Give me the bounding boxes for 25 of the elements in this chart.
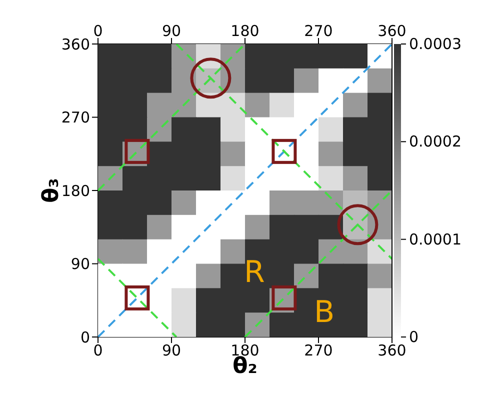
y-tick-label: 180 [61, 182, 90, 200]
color-bar-label: 0.0002 [409, 132, 462, 151]
annotation: B [314, 295, 335, 330]
point [337, 204, 378, 246]
x-tick-label: 360 [378, 22, 406, 40]
y-tick-label: 270 [61, 108, 90, 127]
annotation: R [244, 255, 265, 290]
x2-tick-label: 0 [93, 342, 103, 360]
y-tick-label: 360 [61, 35, 90, 54]
y-axis-title: θ₃ [39, 178, 64, 203]
y-tick-label: 90 [70, 255, 90, 274]
x-tick-label: 180 [230, 22, 260, 40]
point [190, 58, 232, 99]
x-tick-label: 0 [93, 22, 103, 40]
x-tick-label: 90 [162, 22, 182, 40]
x2-tick-label: 360 [378, 342, 406, 360]
color-bar-label: 0.0003 [409, 35, 462, 53]
x2-tick-label: 90 [162, 342, 182, 360]
y-tick-label: 0 [80, 328, 90, 346]
color-bar-label: 0.0001 [409, 230, 462, 248]
x2-tick-label: 270 [304, 342, 333, 360]
point [272, 138, 297, 164]
color-bar-label: 0 [409, 328, 419, 346]
x-tick-label: 270 [304, 22, 333, 40]
point [124, 285, 150, 310]
